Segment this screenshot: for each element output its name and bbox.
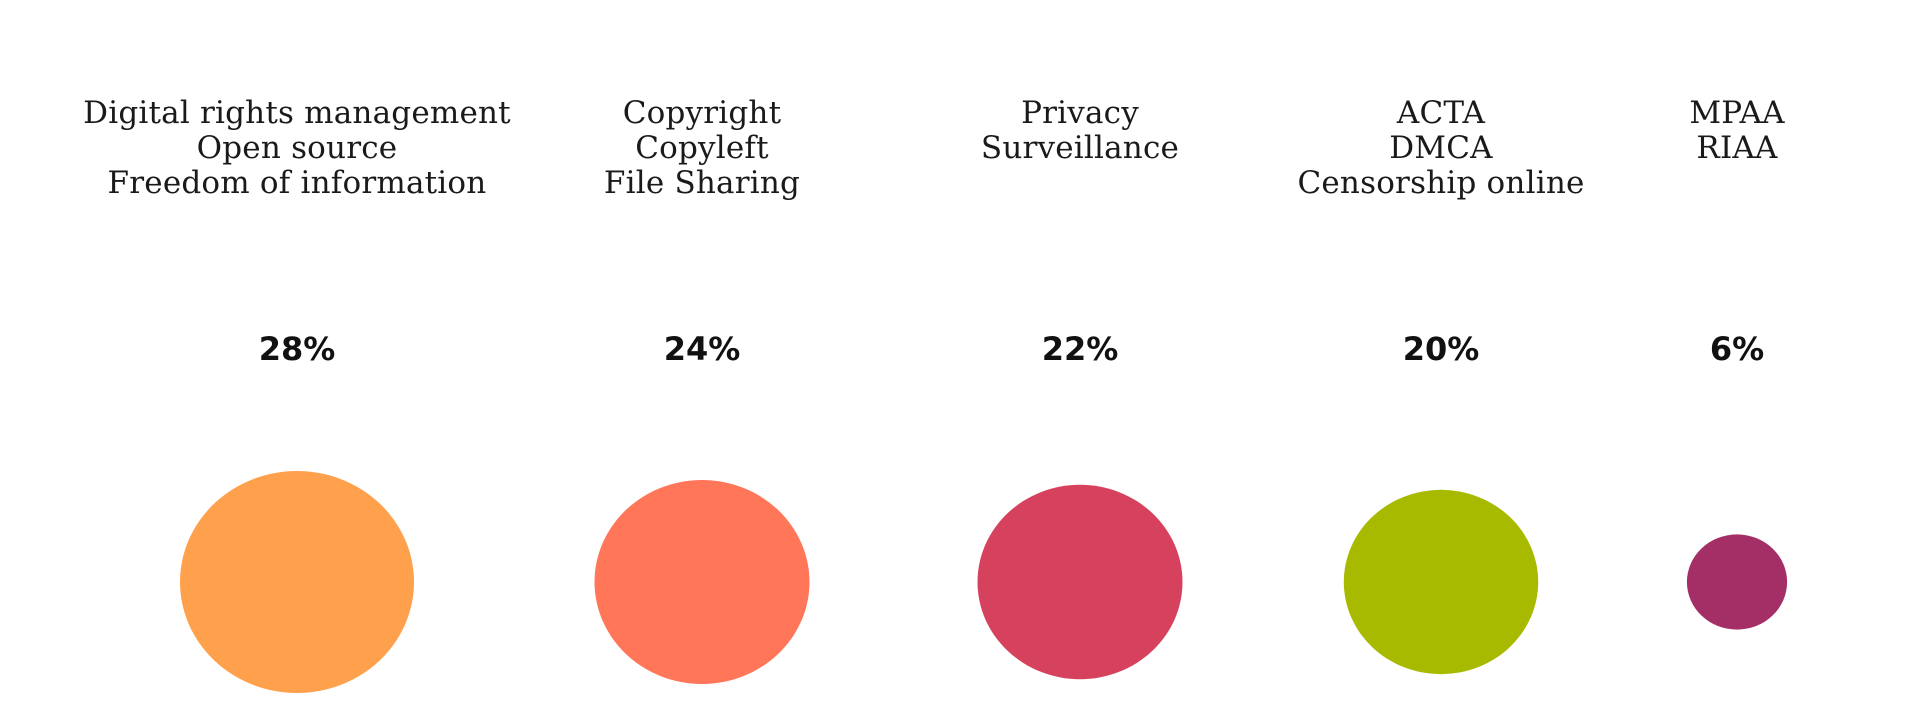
category-label: Copyright bbox=[623, 95, 782, 131]
category-label: Digital rights management bbox=[83, 95, 511, 131]
value-bubble bbox=[1686, 534, 1788, 630]
category-label: File Sharing bbox=[604, 165, 800, 201]
category-label: Freedom of information bbox=[108, 165, 487, 201]
value-label: 24% bbox=[664, 330, 741, 368]
value-label: 20% bbox=[1403, 330, 1480, 368]
category-label: Privacy bbox=[1021, 95, 1139, 131]
value-label: 22% bbox=[1042, 330, 1119, 368]
category-label: ACTA bbox=[1396, 95, 1486, 131]
value-label: 28% bbox=[259, 330, 336, 368]
category-label: Surveillance bbox=[981, 130, 1179, 166]
category-label: MPAA bbox=[1689, 95, 1785, 131]
category-label: Copyleft bbox=[635, 130, 769, 166]
value-bubble bbox=[1343, 489, 1539, 675]
category-label: Open source bbox=[197, 130, 398, 166]
value-label: 6% bbox=[1710, 330, 1764, 368]
category-label: Censorship online bbox=[1297, 165, 1584, 201]
category-label: DMCA bbox=[1389, 130, 1493, 166]
category-label: RIAA bbox=[1696, 130, 1778, 166]
value-bubble bbox=[180, 471, 414, 693]
value-bubble bbox=[977, 484, 1183, 680]
value-bubble bbox=[594, 480, 810, 684]
